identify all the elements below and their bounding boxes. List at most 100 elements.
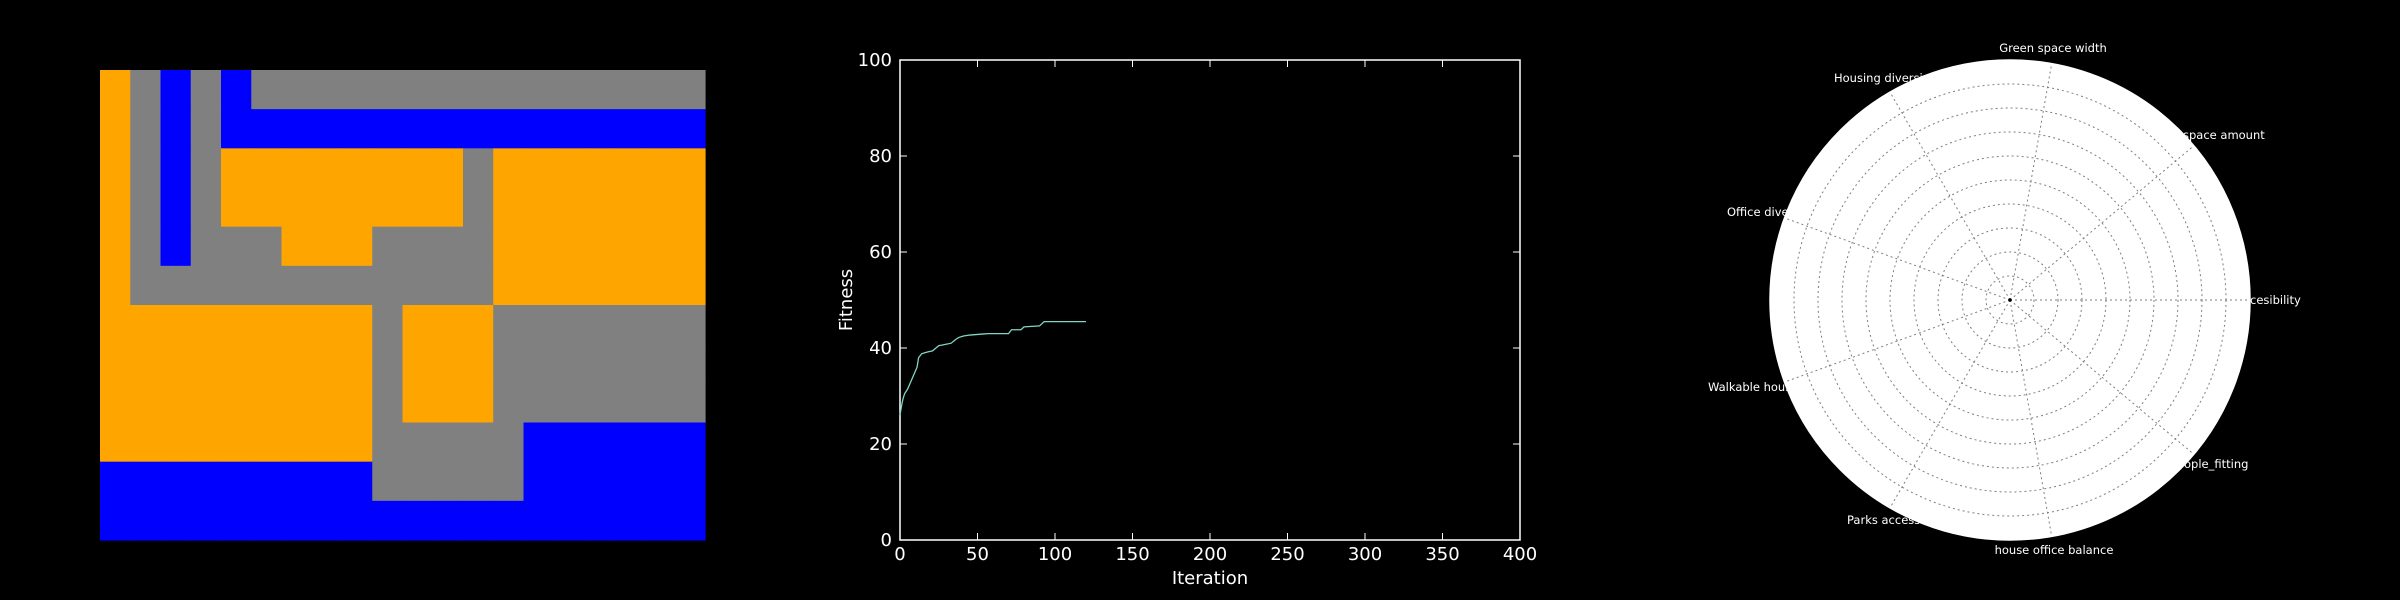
road-cell bbox=[463, 461, 494, 502]
road-cell bbox=[372, 344, 404, 384]
office-cell bbox=[342, 500, 373, 541]
office-cell bbox=[644, 109, 676, 149]
y-tick-label: 60 bbox=[869, 242, 892, 263]
road-cell bbox=[190, 187, 222, 228]
road-cell bbox=[190, 148, 222, 189]
radar-grid-ring bbox=[1841, 131, 2179, 469]
road-cell bbox=[311, 70, 343, 110]
road-cell bbox=[493, 305, 525, 345]
x-axis-label: Iteration bbox=[1172, 568, 1248, 589]
road-cell bbox=[190, 226, 222, 267]
housing-cell bbox=[100, 226, 131, 267]
x-tick-label: 100 bbox=[1038, 544, 1072, 565]
radar-axis-label: Office dive bbox=[1727, 205, 1789, 219]
office-cell bbox=[523, 422, 555, 463]
housing-cell bbox=[463, 344, 494, 384]
housing-cell bbox=[100, 422, 131, 463]
office-cell bbox=[553, 461, 585, 502]
road-cell bbox=[190, 109, 222, 149]
radar-axis-label: Parks access bbox=[1847, 513, 1920, 527]
housing-cell bbox=[281, 383, 313, 424]
housing-cell bbox=[614, 265, 646, 306]
y-tick-label: 80 bbox=[869, 146, 892, 167]
x-tick-label: 50 bbox=[966, 544, 989, 565]
office-cell bbox=[251, 461, 283, 502]
road-cell bbox=[553, 70, 585, 110]
housing-cell bbox=[644, 265, 676, 306]
road-cell bbox=[432, 461, 464, 502]
housing-cell bbox=[674, 148, 706, 189]
office-cell bbox=[584, 461, 615, 502]
road-cell bbox=[130, 226, 162, 267]
city-grid-map bbox=[100, 70, 706, 541]
road-cell bbox=[523, 383, 555, 424]
road-cell bbox=[493, 422, 525, 463]
road-cell bbox=[493, 461, 525, 502]
housing-cell bbox=[311, 344, 343, 384]
housing-cell bbox=[221, 148, 252, 189]
office-cell bbox=[221, 500, 252, 541]
office-cell bbox=[372, 500, 404, 541]
housing-cell bbox=[644, 148, 676, 189]
radar-grid-ring bbox=[1865, 155, 2155, 445]
office-cell bbox=[584, 500, 615, 541]
office-cell bbox=[523, 461, 555, 502]
housing-cell bbox=[190, 344, 222, 384]
road-cell bbox=[493, 383, 525, 424]
office-cell bbox=[523, 500, 555, 541]
housing-cell bbox=[463, 383, 494, 424]
office-cell bbox=[674, 500, 706, 541]
road-cell bbox=[614, 383, 646, 424]
office-cell bbox=[614, 461, 646, 502]
road-cell bbox=[644, 383, 676, 424]
office-cell bbox=[402, 109, 434, 149]
y-axis-label: Fitness bbox=[836, 269, 857, 331]
office-cell bbox=[160, 461, 192, 502]
y-tick-label: 100 bbox=[858, 50, 892, 71]
housing-cell bbox=[372, 148, 404, 189]
road-cell bbox=[281, 265, 313, 306]
housing-cell bbox=[372, 187, 404, 228]
housing-cell bbox=[493, 187, 525, 228]
road-cell bbox=[644, 344, 676, 384]
road-cell bbox=[493, 344, 525, 384]
road-cell bbox=[402, 461, 434, 502]
fitness-chart: 0 50 100 150 200 250 300 350 400 0 20 40 60 80 100 Ite… bbox=[836, 50, 1537, 589]
road-cell bbox=[674, 305, 706, 345]
office-cell bbox=[553, 109, 585, 149]
housing-cell bbox=[190, 422, 222, 463]
radar-center-dot bbox=[2008, 298, 2012, 302]
office-cell bbox=[221, 70, 252, 110]
housing-cell bbox=[281, 305, 313, 345]
office-cell bbox=[342, 109, 373, 149]
housing-cell bbox=[523, 265, 555, 306]
housing-cell bbox=[160, 383, 192, 424]
housing-cell bbox=[523, 148, 555, 189]
office-cell bbox=[463, 109, 494, 149]
housing-cell bbox=[311, 148, 343, 189]
office-cell bbox=[644, 500, 676, 541]
road-cell bbox=[130, 148, 162, 189]
road-cell bbox=[674, 383, 706, 424]
road-cell bbox=[342, 70, 373, 110]
office-cell bbox=[251, 500, 283, 541]
x-tick-label: 250 bbox=[1270, 544, 1304, 565]
housing-cell bbox=[493, 265, 525, 306]
office-cell bbox=[160, 226, 192, 267]
road-cell bbox=[674, 70, 706, 110]
office-cell bbox=[281, 500, 313, 541]
road-cell bbox=[523, 70, 555, 110]
road-cell bbox=[372, 226, 404, 267]
office-cell bbox=[523, 109, 555, 149]
office-cell bbox=[342, 461, 373, 502]
road-cell bbox=[342, 265, 373, 306]
radar-axis-label: cesibility bbox=[2250, 293, 2301, 307]
road-cell bbox=[463, 70, 494, 110]
office-cell bbox=[644, 422, 676, 463]
office-cell bbox=[584, 109, 615, 149]
housing-cell bbox=[100, 344, 131, 384]
housing-cell bbox=[644, 226, 676, 267]
office-cell bbox=[251, 109, 283, 149]
housing-cell bbox=[674, 226, 706, 267]
